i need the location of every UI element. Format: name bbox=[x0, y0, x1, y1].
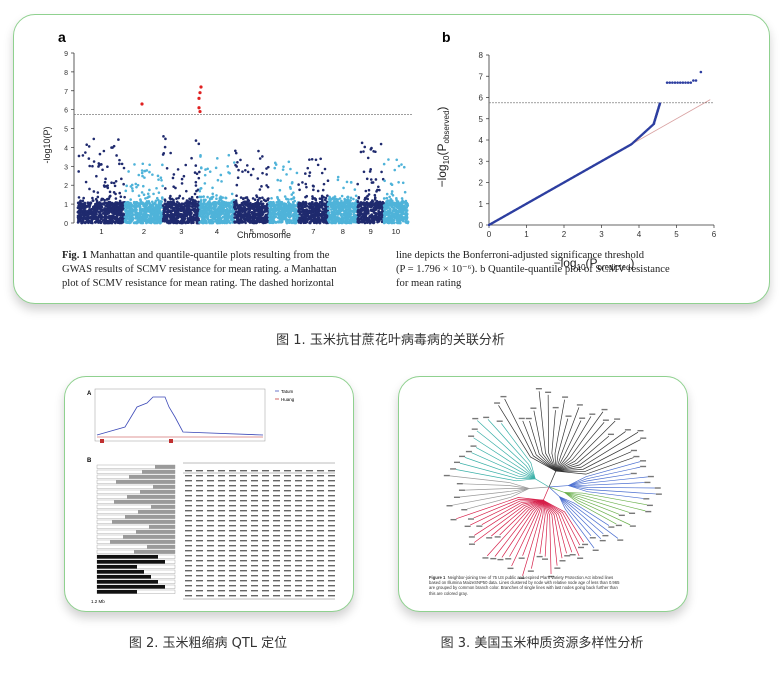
manhattan-x-label: Chromosome bbox=[237, 230, 291, 240]
qq-points bbox=[487, 70, 703, 227]
tree-branches bbox=[443, 388, 662, 579]
qq-y-tick: 4 bbox=[479, 136, 484, 145]
qq-x-tick: 1 bbox=[524, 230, 529, 239]
qq-y-tick: 0 bbox=[479, 221, 484, 230]
phylogenetic-tree bbox=[443, 388, 662, 579]
chromosome-tick: 8 bbox=[341, 227, 345, 236]
manhattan-plot: 0 1 2 3 4 5 6 7 8 9 1 2 3 4 5 6 7 8 9 10 -log10(P) Chromoso… bbox=[42, 51, 412, 240]
figure-2-caption: 图 2. 玉米粗缩病 QTL 定位 bbox=[128, 636, 288, 651]
qtl-legend-1: Tatum bbox=[281, 389, 294, 394]
qq-y-tick: 3 bbox=[479, 157, 484, 166]
figure-1-caption: 图 1. 玉米抗甘蔗花叶病毒病的关联分析 bbox=[276, 333, 505, 348]
chromosome-tick: 3 bbox=[179, 227, 183, 236]
chromosome-tick: 10 bbox=[392, 227, 400, 236]
figure-1-caption-left: Fig. 1 Manhattan and quantile-quantile p… bbox=[62, 250, 337, 289]
qtl-haplotype-bars bbox=[96, 464, 176, 594]
manhattan-y-tick: 8 bbox=[64, 70, 68, 77]
qq-plot: 0 1 2 3 4 5 6 7 8 0 1 2 3 4 5 6 −log10(Pobserved) −log1… bbox=[435, 51, 717, 270]
manhattan-y-tick: 3 bbox=[64, 164, 68, 171]
qq-y-tick: 5 bbox=[479, 115, 484, 124]
qtl-panel-a: A bbox=[87, 391, 92, 397]
chromosome-tick: 9 bbox=[369, 227, 373, 236]
qq-x-label: −log10(Ppredicted) bbox=[554, 256, 635, 270]
qq-y-tick: 6 bbox=[479, 94, 484, 103]
figure-1-card: a b 0 1 2 3 4 5 6 7 8 9 1 2 3 4 5 6 7 8 9 10 -log10(P) Chro… bbox=[13, 14, 770, 304]
chromosome-tick: 4 bbox=[215, 227, 219, 236]
qtl-table bbox=[183, 462, 335, 600]
manhattan-y-label: -log10(P) bbox=[42, 126, 52, 163]
qtl-legend-2: Huang bbox=[281, 397, 295, 402]
figure-3-inner-caption: Figure 1 Neighbor-joining tree of 75 US … bbox=[429, 575, 620, 596]
panel-b-letter: b bbox=[442, 29, 451, 45]
manhattan-y-tick: 4 bbox=[64, 145, 68, 152]
manhattan-y-tick: 2 bbox=[64, 183, 68, 190]
qq-x-tick: 2 bbox=[562, 230, 567, 239]
manhattan-y-tick: 5 bbox=[64, 127, 68, 134]
qq-x-tick: 5 bbox=[674, 230, 679, 239]
qq-x-tick: 0 bbox=[487, 230, 492, 239]
manhattan-y-tick: 7 bbox=[64, 89, 68, 96]
manhattan-y-tick: 0 bbox=[64, 221, 68, 228]
figure-3-card: Figure 1 Neighbor-joining tree of 75 US … bbox=[398, 376, 688, 612]
qtl-scale-label: 1.2 Mb bbox=[91, 599, 105, 604]
qq-x-tick: 3 bbox=[599, 230, 604, 239]
figure-2-card: A B Tatum Huang 1.2 Mb bbox=[64, 376, 354, 612]
panel-a-letter: a bbox=[58, 29, 66, 45]
chromosome-tick: 2 bbox=[142, 227, 146, 236]
figure-3-caption: 图 3. 美国玉米种质资源多样性分析 bbox=[440, 636, 644, 651]
chromosome-tick: 6 bbox=[282, 227, 286, 236]
qtl-panel-b: B bbox=[87, 458, 92, 464]
qtl-figure: A B Tatum Huang 1.2 Mb bbox=[87, 388, 335, 604]
manhattan-y-tick: 6 bbox=[64, 108, 68, 115]
qq-y-label: −log10(Pobserved) bbox=[435, 107, 451, 188]
qq-y-tick: 1 bbox=[479, 200, 484, 209]
qtl-lod-curve bbox=[94, 388, 279, 443]
chromosome-tick: 7 bbox=[311, 227, 315, 236]
chromosome-tick: 1 bbox=[99, 227, 103, 236]
chromosome-tick: 5 bbox=[250, 227, 254, 236]
qq-x-tick: 6 bbox=[712, 230, 717, 239]
manhattan-y-tick: 1 bbox=[64, 202, 68, 209]
qq-y-tick: 8 bbox=[479, 51, 484, 60]
figure-1-caption-right: line depicts the Bonferroni-adjusted sig… bbox=[396, 250, 670, 289]
manhattan-axes: 0 1 2 3 4 5 6 7 8 9 1 2 3 4 5 6 7 8 9 10 bbox=[64, 51, 412, 236]
qq-y-tick: 2 bbox=[479, 179, 484, 188]
qq-y-tick: 7 bbox=[479, 72, 484, 81]
qq-x-tick: 4 bbox=[637, 230, 642, 239]
manhattan-points bbox=[76, 85, 410, 225]
manhattan-y-tick: 9 bbox=[64, 51, 68, 58]
